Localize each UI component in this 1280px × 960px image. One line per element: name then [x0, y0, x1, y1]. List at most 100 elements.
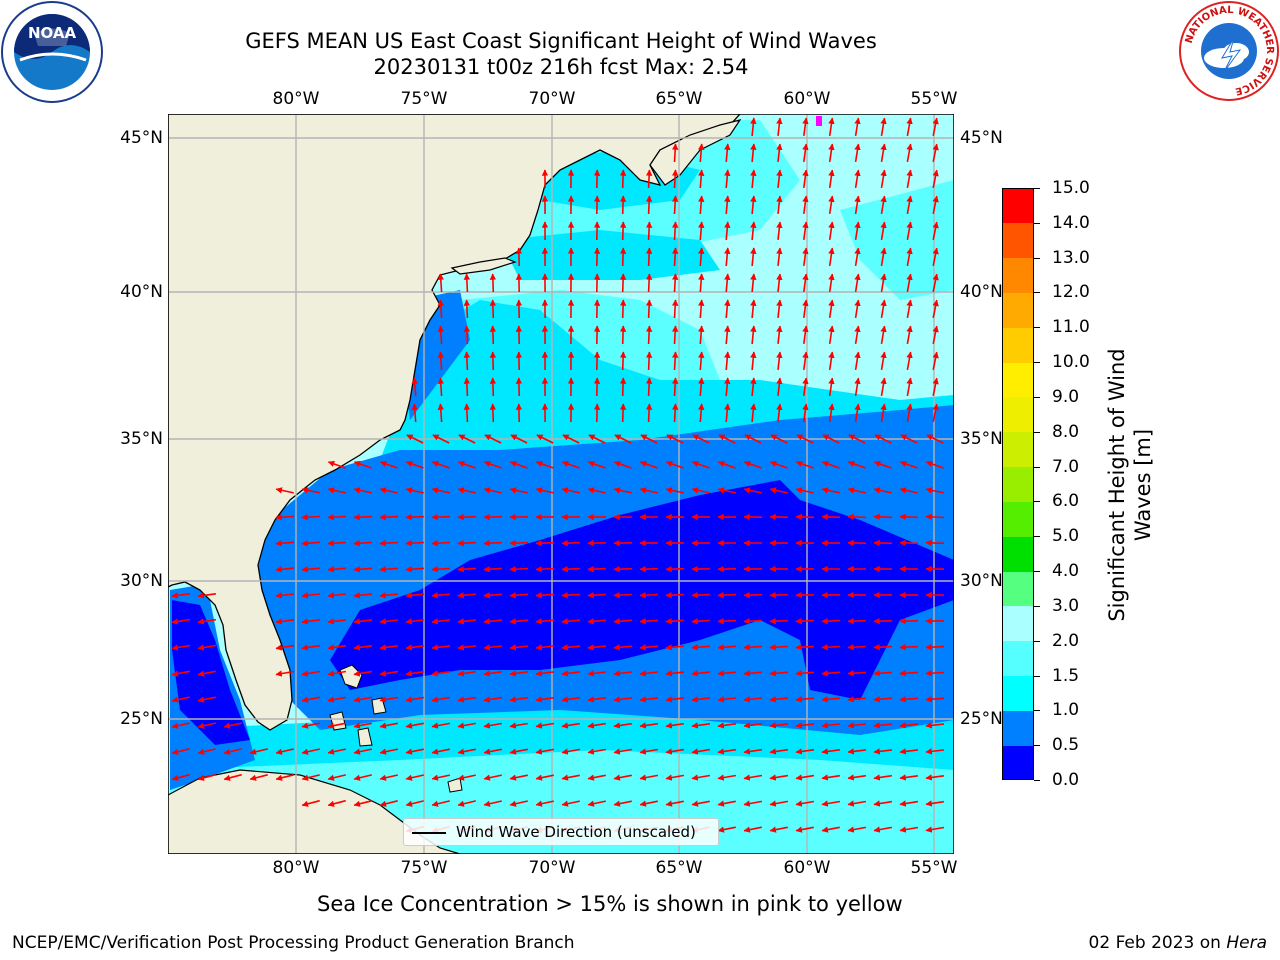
wave-direction-arrow: [431, 566, 451, 573]
wave-direction-arrow: [301, 748, 320, 755]
wave-direction-arrow: [769, 644, 789, 651]
colorbar-segment: [1002, 640, 1034, 677]
wave-direction-arrow: [932, 247, 939, 266]
wave-direction-arrow: [698, 351, 705, 371]
wave-direction-arrow: [717, 696, 736, 703]
wave-direction-arrow: [275, 774, 294, 781]
wave-direction-arrow: [587, 670, 606, 677]
wave-direction-arrow: [743, 644, 763, 651]
wave-direction-arrow: [561, 774, 580, 781]
wave-direction-arrow: [665, 591, 685, 599]
colorbar-segment: [1002, 292, 1034, 328]
wave-direction-arrow: [795, 644, 815, 651]
wave-direction-arrow: [873, 513, 893, 521]
wave-direction-arrow: [639, 618, 659, 625]
lat-tick-left: 25°N: [120, 709, 163, 729]
wave-direction-arrow: [197, 722, 216, 729]
wave-direction-arrow: [587, 800, 606, 807]
colorbar-tick-label: 2.0: [1052, 630, 1080, 651]
wave-direction-arrow: [665, 774, 685, 781]
wave-direction-arrow: [483, 487, 502, 494]
wave-direction-arrow: [379, 618, 398, 625]
wave-direction-arrow: [483, 618, 503, 625]
wave-direction-arrow: [645, 169, 653, 189]
colorbar-tick-label: 11.0: [1052, 317, 1090, 338]
wave-direction-arrow: [509, 644, 528, 651]
colorbar-segment: [1002, 222, 1034, 259]
wave-direction-arrow: [437, 325, 444, 345]
wave-direction-arrow: [854, 247, 861, 267]
wave-direction-arrow: [671, 221, 679, 241]
wave-direction-arrow: [171, 670, 190, 677]
lat-tick-right: 45°N: [960, 128, 1003, 148]
wave-direction-arrow: [899, 774, 919, 781]
wave-direction-arrow: [437, 377, 444, 397]
wave-direction-arrow: [353, 513, 373, 521]
wave-direction-arrow: [561, 539, 581, 547]
wave-direction-arrow: [671, 247, 679, 267]
wave-direction-arrow: [535, 800, 554, 807]
sea-ice-marker: [816, 116, 822, 126]
colorbar-tick-label: 0.5: [1052, 735, 1080, 756]
colorbar-tick-label: 13.0: [1052, 247, 1090, 268]
wave-direction-arrow: [619, 195, 627, 215]
wave-direction-arrow: [802, 299, 809, 319]
wave-direction-arrow: [821, 696, 841, 703]
wave-direction-arrow: [802, 273, 809, 293]
wave-direction-arrow: [828, 351, 835, 371]
wave-direction-arrow: [671, 403, 679, 423]
wave-direction-arrow: [847, 487, 866, 494]
land-bahamas: [329, 664, 463, 793]
wave-direction-arrow: [457, 618, 477, 625]
colorbar-tick-mark: [1034, 745, 1040, 747]
wave-direction-arrow: [197, 748, 216, 755]
wave-direction-arrow: [483, 460, 502, 469]
wave-direction-arrow: [457, 566, 477, 573]
wave-direction-arrow: [671, 195, 679, 215]
colorbar-tick-label: 7.0: [1052, 456, 1080, 477]
wave-direction-arrow: [750, 169, 757, 189]
wave-direction-arrow: [379, 748, 398, 755]
wave-direction-arrow: [353, 696, 373, 703]
wave-direction-arrow: [437, 403, 444, 423]
wave-direction-arrow: [327, 722, 346, 729]
wave-direction-arrow: [457, 800, 476, 807]
wave-direction-arrow: [431, 592, 451, 599]
wave-direction-arrow: [613, 696, 633, 703]
wave-direction-arrow: [639, 800, 658, 807]
wave-direction-arrow: [275, 670, 295, 677]
lat-tick-left: 45°N: [120, 128, 163, 148]
lon-tick-bottom: 75°W: [400, 858, 448, 878]
wave-direction-arrow: [724, 221, 731, 241]
wave-direction-arrow: [873, 800, 893, 807]
wave-direction-arrow: [613, 800, 632, 807]
wave-direction-arrow: [406, 434, 424, 444]
wave-direction-arrow: [880, 169, 887, 189]
wave-direction-arrow: [509, 696, 529, 703]
wave-direction-arrow: [639, 696, 658, 703]
wave-direction-arrow: [873, 774, 893, 781]
wave-direction-arrow: [665, 800, 684, 807]
wave-direction-arrow: [665, 696, 684, 703]
wave-direction-arrow: [509, 487, 528, 494]
wave-direction-arrow: [587, 618, 607, 625]
wave-direction-arrow: [535, 696, 555, 703]
wave-direction-arrow: [489, 273, 497, 293]
wave-direction-arrow: [665, 670, 685, 677]
wave-direction-arrow: [932, 299, 939, 318]
wave-direction-arrow: [353, 618, 372, 625]
colorbar-tick-label: 0.0: [1052, 770, 1080, 790]
wave-direction-arrow: [405, 513, 425, 521]
wave-direction-arrow: [802, 377, 809, 397]
wave-direction-arrow: [405, 487, 424, 494]
wave-direction-arrow: [880, 143, 887, 163]
wave-direction-arrow: [613, 591, 633, 599]
wave-direction-arrow: [509, 670, 529, 677]
wave-direction-arrow: [873, 670, 893, 677]
wave-direction-arrow: [535, 774, 554, 781]
wave-direction-arrow: [639, 644, 659, 651]
wave-direction-arrow: [613, 487, 632, 494]
wave-direction-arrow: [353, 800, 372, 807]
colorbar-segment: [1002, 710, 1034, 746]
wave-direction-arrow: [327, 696, 347, 703]
